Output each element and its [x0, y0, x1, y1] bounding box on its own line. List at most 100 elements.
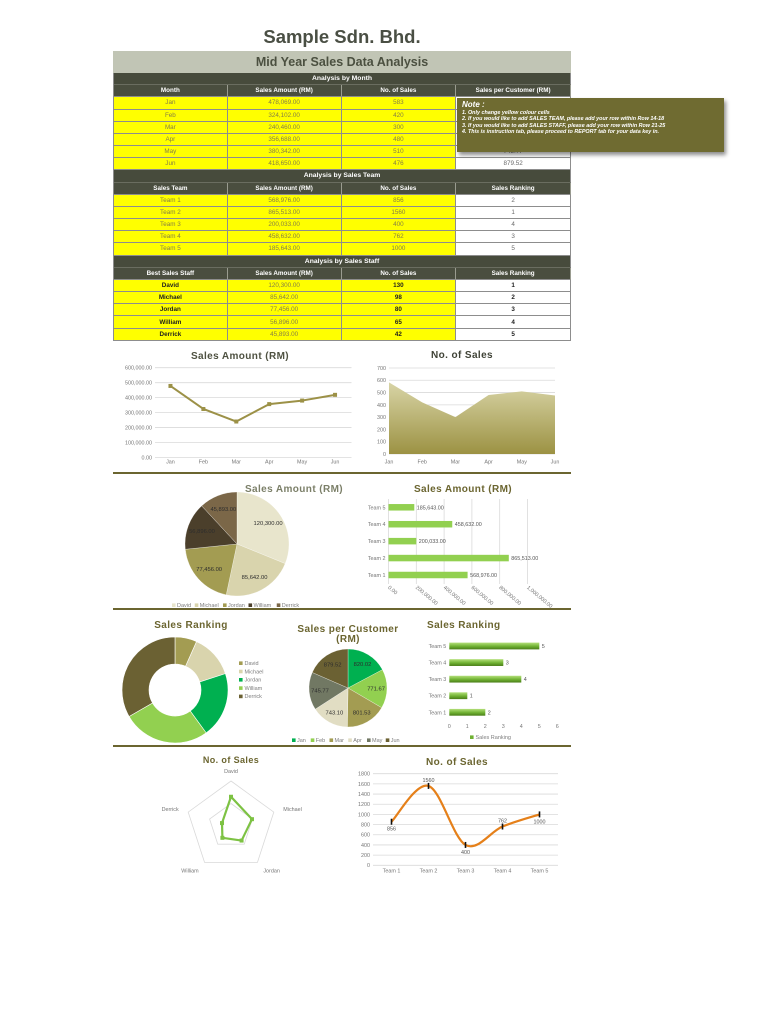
x-tick-label: 6	[556, 724, 559, 730]
sales-ranking-cell: 3	[456, 304, 571, 317]
line-series	[169, 385, 336, 423]
sales-team-cell: Team 1	[114, 194, 228, 207]
month-cell: Apr	[114, 133, 228, 147]
staff-name-cell: Jordan	[114, 304, 228, 317]
y-tick-label: 0	[383, 452, 386, 458]
legend-label: Derrick	[245, 694, 263, 700]
note-line: 2. If you would like to add SALES TEAM, …	[462, 116, 665, 123]
x-tick-label: Apr	[484, 460, 493, 466]
legend-label: Sales Ranking	[476, 735, 511, 741]
x-tick-label: 800,000.00	[497, 585, 522, 607]
legend-swatch	[470, 735, 474, 739]
chart-sales-amount-by-staff: Sales Amount (RM) 120,300.00 85,642.00 77,4…	[113, 476, 355, 609]
sales-amount-cell: 568,976.00	[227, 194, 342, 207]
data-label: 85,642.00	[242, 575, 268, 581]
y-tick-label: 400,000.00	[125, 396, 152, 402]
staff-name-cell: William	[114, 316, 228, 329]
x-tick-label: 0	[448, 724, 451, 730]
legend-swatch	[239, 661, 243, 665]
y-tick-label: 200	[361, 853, 370, 859]
data-marker	[249, 817, 254, 822]
table-row: Team 1 568,976.00 856 2	[114, 194, 571, 207]
x-tick-label: Feb	[199, 460, 208, 466]
data-marker	[333, 392, 338, 397]
legend-swatch	[248, 603, 253, 607]
x-tick-label: Team 1	[383, 869, 401, 875]
y-tick-label: 300,000.00	[125, 411, 152, 417]
legend-swatch	[194, 603, 199, 607]
no-of-sales-cell: 42	[341, 328, 457, 341]
data-marker	[201, 406, 206, 411]
legend-label: Derrick	[282, 603, 300, 609]
x-tick-label: May	[517, 460, 527, 466]
data-label: 2	[488, 710, 491, 716]
category-label: Team 4	[429, 661, 447, 667]
column-header: Sales Amount (RM)	[227, 182, 342, 195]
data-marker	[300, 398, 305, 403]
axis-label: Jordan	[263, 868, 279, 874]
sales-ranking-cell: 3	[456, 231, 571, 244]
x-tick-label: Mar	[451, 460, 460, 466]
category-label: Team 3	[368, 539, 386, 545]
no-of-sales-cell: 583	[341, 97, 457, 110]
sales-amount-cell: 120,300.00	[227, 279, 342, 293]
x-tick-label: May	[297, 460, 307, 466]
section-title: Analysis by Sales Team	[114, 170, 571, 183]
data-label: 200,033.00	[419, 539, 446, 545]
table-row: William 56,896.00 65 4	[114, 316, 571, 329]
legend-swatch	[385, 738, 390, 742]
pie-slices	[121, 636, 229, 744]
no-of-sales-cell: 762	[341, 231, 457, 244]
x-tick-label: Team 4	[494, 869, 512, 875]
team-analysis-table: Analysis by Sales Team Sales Team Sales Am…	[114, 170, 571, 256]
slice-david	[236, 491, 290, 564]
y-tick-label: 100,000.00	[125, 440, 152, 446]
sales-amount-cell: 478,069.00	[227, 97, 342, 110]
data-marker	[538, 811, 541, 818]
y-tick-label: 1000	[358, 812, 370, 818]
line-series	[390, 784, 540, 848]
x-tick-label: Mar	[232, 460, 241, 466]
y-tick-label: 0.00	[142, 455, 153, 461]
data-marker	[239, 838, 244, 843]
table-row: Team 3 200,033.00 400 4	[114, 219, 571, 232]
chart-title: (RM)	[336, 634, 360, 645]
column-header: Month	[114, 85, 228, 98]
y-tick-label: 600	[377, 378, 386, 384]
legend-swatch	[223, 603, 227, 607]
sales-ranking-cell: 4	[456, 316, 571, 329]
column-header: Sales Ranking	[456, 182, 571, 195]
data-label: 45,893.00	[210, 507, 236, 513]
x-tick-label: Team 2	[420, 869, 438, 875]
sales-ranking-cell: 1	[456, 279, 571, 293]
x-tick-label: 200,000.00	[414, 585, 439, 607]
y-tick-label: 0	[367, 863, 370, 869]
month-cell: Jan	[114, 97, 228, 110]
table-row: Jordan 77,456.00 80 3	[114, 304, 571, 317]
x-tick-label: 0.00	[386, 585, 398, 596]
chart-no-of-sales-by-staff: No. of Sales David Michael Jordan William Der…	[140, 750, 340, 878]
chart-no-of-sales-by-team: No. of Sales 0 200 400 600 800 1000 1200 1400 160…	[345, 750, 571, 878]
category-label: Team 5	[429, 644, 447, 650]
y-tick-label: 100	[377, 440, 386, 446]
y-tick-label: 600,000.00	[125, 366, 152, 372]
note-line: 1. Only change yellow colour cells	[462, 110, 550, 116]
legend-label: Feb	[316, 738, 325, 744]
bar	[388, 571, 468, 579]
data-label: 879.52	[324, 663, 342, 669]
column-header: Sales Amount (RM)	[227, 267, 342, 280]
y-tick-label: 1600	[358, 782, 370, 788]
report-title-band: Mid Year Sales Data Analysis	[113, 51, 571, 73]
no-of-sales-cell: 420	[341, 109, 457, 122]
data-marker	[168, 383, 173, 388]
data-marker	[220, 821, 225, 826]
data-label: 400	[461, 850, 470, 856]
slice-derrick	[201, 491, 238, 545]
slice-jun	[312, 648, 349, 689]
data-marker	[464, 841, 467, 848]
sales-team-cell: Team 4	[114, 231, 228, 244]
x-tick-label: 4	[520, 724, 523, 730]
no-of-sales-cell: 98	[341, 292, 457, 305]
staff-name-cell: Derrick	[114, 328, 228, 341]
legend-label: William	[254, 603, 272, 609]
